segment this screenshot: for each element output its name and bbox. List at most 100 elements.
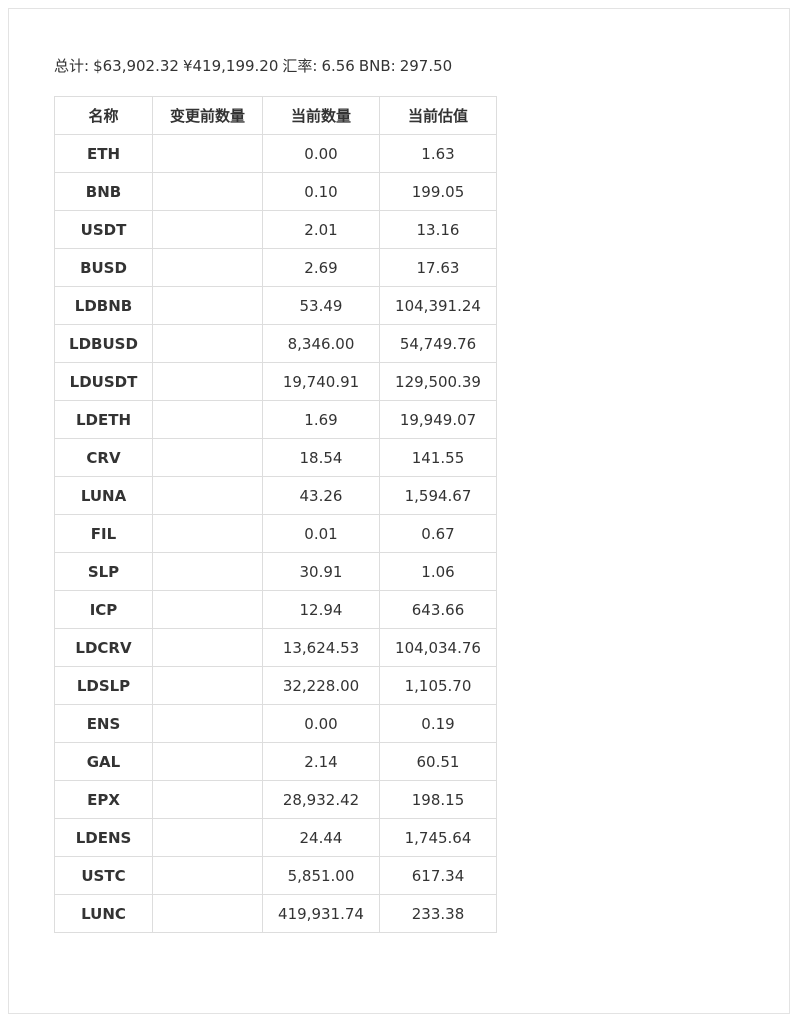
before-qty-cell [152, 438, 263, 477]
before-qty-cell [152, 134, 263, 173]
current-qty-cell: 13,624.53 [262, 628, 380, 667]
table-row: LDCRV 13,624.53 104,034.76 [54, 628, 497, 667]
table-row: LUNC 419,931.74 233.38 [54, 894, 497, 933]
asset-name-cell: EPX [54, 780, 153, 819]
asset-name-cell: BUSD [54, 248, 153, 287]
before-qty-cell [152, 248, 263, 287]
current-qty-cell: 12.94 [262, 590, 380, 629]
table-row: BUSD 2.69 17.63 [54, 248, 497, 287]
asset-name-cell: LDSLP [54, 666, 153, 705]
current-qty-cell: 43.26 [262, 476, 380, 515]
table-row: ENS 0.00 0.19 [54, 704, 497, 743]
current-value-cell: 199.05 [379, 172, 497, 211]
table-row: USTC 5,851.00 617.34 [54, 856, 497, 895]
current-value-cell: 17.63 [379, 248, 497, 287]
table-row: EPX 28,932.42 198.15 [54, 780, 497, 819]
before-qty-cell [152, 400, 263, 439]
asset-name-cell: SLP [54, 552, 153, 591]
header-before-qty: 变更前数量 [152, 96, 263, 135]
before-qty-cell [152, 362, 263, 401]
header-current-qty: 当前数量 [262, 96, 380, 135]
asset-name-cell: LDBUSD [54, 324, 153, 363]
current-qty-cell: 0.00 [262, 134, 380, 173]
current-qty-cell: 0.10 [262, 172, 380, 211]
current-qty-cell: 30.91 [262, 552, 380, 591]
table-row: BNB 0.10 199.05 [54, 172, 497, 211]
current-value-cell: 129,500.39 [379, 362, 497, 401]
before-qty-cell [152, 704, 263, 743]
summary-line: 总计: $63,902.32 ¥419,199.20 汇率: 6.56 BNB: 297.5… [54, 55, 456, 76]
current-value-cell: 233.38 [379, 894, 497, 933]
before-qty-cell [152, 780, 263, 819]
current-qty-cell: 5,851.00 [262, 856, 380, 895]
asset-name-cell: ETH [54, 134, 153, 173]
current-qty-cell: 32,228.00 [262, 666, 380, 705]
current-value-cell: 617.34 [379, 856, 497, 895]
current-qty-cell: 2.69 [262, 248, 380, 287]
table-row: ICP 12.94 643.66 [54, 590, 497, 629]
current-value-cell: 104,034.76 [379, 628, 497, 667]
before-qty-cell [152, 856, 263, 895]
asset-name-cell: LDUSDT [54, 362, 153, 401]
table-row: LDSLP 32,228.00 1,105.70 [54, 666, 497, 705]
table-row: LDETH 1.69 19,949.07 [54, 400, 497, 439]
header-name: 名称 [54, 96, 153, 135]
table-row: LDBUSD 8,346.00 54,749.76 [54, 324, 497, 363]
asset-name-cell: USDT [54, 210, 153, 249]
current-value-cell: 19,949.07 [379, 400, 497, 439]
current-qty-cell: 53.49 [262, 286, 380, 325]
current-value-cell: 0.67 [379, 514, 497, 553]
current-value-cell: 1,105.70 [379, 666, 497, 705]
table-row: LDUSDT 19,740.91 129,500.39 [54, 362, 497, 401]
table-row: LDBNB 53.49 104,391.24 [54, 286, 497, 325]
table-row: ETH 0.00 1.63 [54, 134, 497, 173]
before-qty-cell [152, 742, 263, 781]
bnb-price: 297.50 [399, 57, 453, 75]
current-value-cell: 1,745.64 [379, 818, 497, 857]
asset-name-cell: BNB [54, 172, 153, 211]
asset-name-cell: GAL [54, 742, 153, 781]
before-qty-cell [152, 894, 263, 933]
current-value-cell: 1.06 [379, 552, 497, 591]
current-value-cell: 104,391.24 [379, 286, 497, 325]
current-qty-cell: 0.01 [262, 514, 380, 553]
table-row: FIL 0.01 0.67 [54, 514, 497, 553]
current-value-cell: 54,749.76 [379, 324, 497, 363]
asset-name-cell: ENS [54, 704, 153, 743]
asset-name-cell: LUNA [54, 476, 153, 515]
before-qty-cell [152, 286, 263, 325]
before-qty-cell [152, 210, 263, 249]
current-qty-cell: 2.01 [262, 210, 380, 249]
current-qty-cell: 8,346.00 [262, 324, 380, 363]
asset-name-cell: FIL [54, 514, 153, 553]
total-label: 总计: [54, 57, 90, 75]
assets-table: 名称 变更前数量 当前数量 当前估值 ETH 0.00 1.63 BNB 0.10 199… [54, 96, 497, 933]
current-value-cell: 0.19 [379, 704, 497, 743]
current-qty-cell: 2.14 [262, 742, 380, 781]
current-value-cell: 1.63 [379, 134, 497, 173]
asset-name-cell: LDETH [54, 400, 153, 439]
rate-value: 6.56 [321, 57, 355, 75]
current-value-cell: 643.66 [379, 590, 497, 629]
asset-name-cell: LDBNB [54, 286, 153, 325]
total-cny: ¥419,199.20 [182, 57, 279, 75]
before-qty-cell [152, 172, 263, 211]
asset-name-cell: LDCRV [54, 628, 153, 667]
asset-name-cell: LUNC [54, 894, 153, 933]
table-row: LUNA 43.26 1,594.67 [54, 476, 497, 515]
total-usd: $63,902.32 [93, 57, 179, 75]
asset-name-cell: USTC [54, 856, 153, 895]
current-qty-cell: 19,740.91 [262, 362, 380, 401]
current-value-cell: 1,594.67 [379, 476, 497, 515]
table-row: SLP 30.91 1.06 [54, 552, 497, 591]
current-value-cell: 60.51 [379, 742, 497, 781]
before-qty-cell [152, 666, 263, 705]
current-qty-cell: 18.54 [262, 438, 380, 477]
table-row: CRV 18.54 141.55 [54, 438, 497, 477]
asset-name-cell: LDENS [54, 818, 153, 857]
before-qty-cell [152, 590, 263, 629]
current-qty-cell: 419,931.74 [262, 894, 380, 933]
before-qty-cell [152, 324, 263, 363]
table-row: GAL 2.14 60.51 [54, 742, 497, 781]
before-qty-cell [152, 514, 263, 553]
